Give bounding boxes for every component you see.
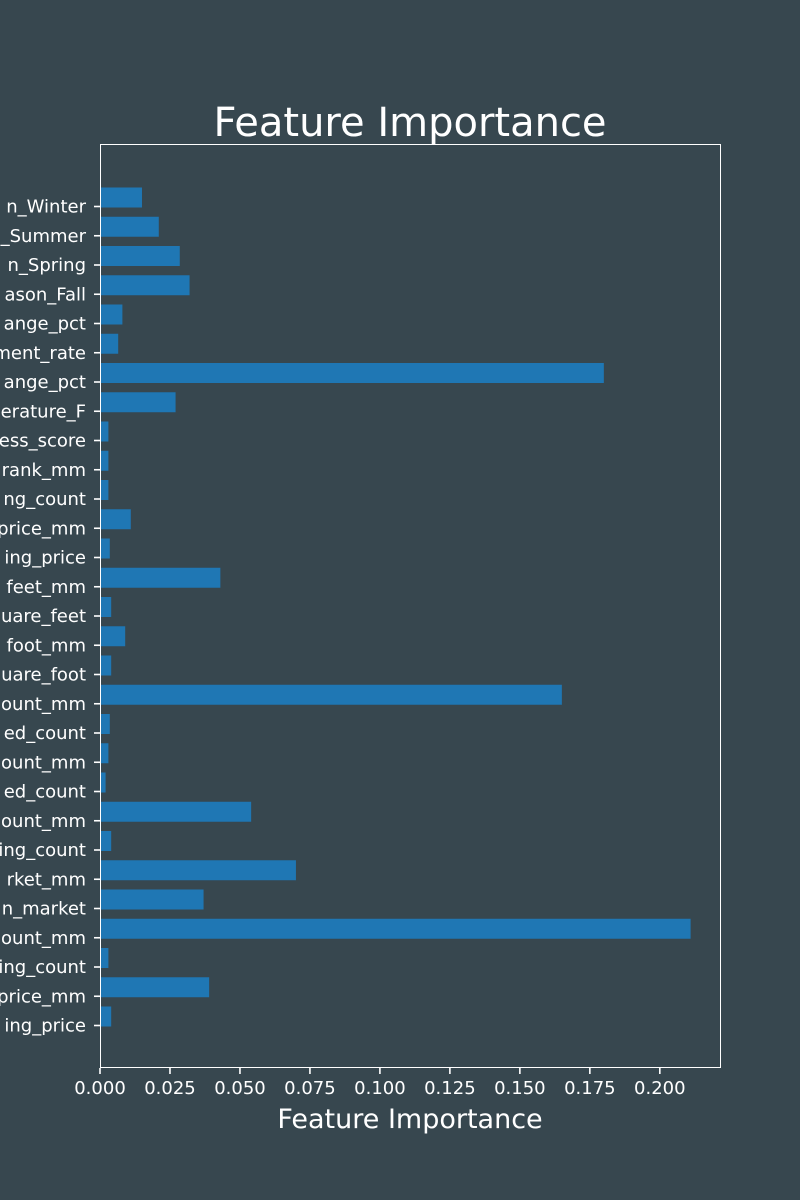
y-tick-label-28: n_Winter bbox=[6, 197, 86, 218]
bar-16 bbox=[100, 538, 110, 559]
bar-13 bbox=[100, 626, 126, 647]
bar-27 bbox=[100, 216, 159, 237]
bar-10 bbox=[100, 714, 110, 734]
x-tick-label-3: 0.075 bbox=[284, 1078, 336, 1099]
y-tick-label-25: ason_Fall bbox=[4, 284, 86, 305]
bar-11 bbox=[100, 684, 562, 705]
y-tick-label-15: feet_mm bbox=[6, 577, 86, 598]
x-tick-label-2: 0.050 bbox=[214, 1078, 266, 1099]
x-axis-ticks: 0.000 0.025 0.050 0.075 0.100 0.125 0.150 0.175… bbox=[74, 1068, 686, 1099]
bar-26 bbox=[100, 246, 180, 266]
y-tick-label-7: ount_mm bbox=[1, 811, 86, 832]
bars-group bbox=[100, 187, 691, 1027]
y-tick-label-17: price_mm bbox=[0, 518, 86, 539]
x-tick-label-8: 0.200 bbox=[634, 1078, 686, 1099]
bar-15 bbox=[100, 567, 221, 588]
bar-18 bbox=[100, 480, 109, 500]
y-tick-label-4: n_market bbox=[2, 899, 86, 920]
bar-6 bbox=[100, 831, 112, 851]
y-tick-label-27: _Summer bbox=[0, 226, 87, 247]
bar-2 bbox=[100, 948, 109, 968]
bar-0 bbox=[100, 1006, 112, 1027]
y-tick-label-21: erature_F bbox=[1, 401, 86, 422]
y-tick-label-16: ing_price bbox=[4, 548, 86, 569]
bar-17 bbox=[100, 509, 131, 530]
y-tick-label-22: ange_pct bbox=[4, 372, 86, 393]
y-tick-label-24: ange_pct bbox=[4, 314, 86, 335]
bar-24 bbox=[100, 304, 123, 325]
bar-22 bbox=[100, 363, 604, 383]
y-tick-label-20: ess_score bbox=[0, 431, 86, 452]
y-tick-label-8: ed_count bbox=[4, 782, 86, 803]
bar-4 bbox=[100, 889, 204, 910]
y-tick-label-23: ment_rate bbox=[0, 343, 86, 364]
bar-9 bbox=[100, 743, 109, 764]
y-tick-label-1: price_mm bbox=[0, 986, 86, 1007]
plot-frame bbox=[100, 144, 721, 1068]
y-tick-label-0: ing_price bbox=[4, 1016, 86, 1037]
bar-20 bbox=[100, 421, 109, 442]
bar-3 bbox=[100, 918, 691, 939]
y-tick-label-26: n_Spring bbox=[8, 255, 87, 276]
y-tick-label-11: ount_mm bbox=[1, 694, 86, 715]
x-tick-label-7: 0.175 bbox=[564, 1078, 616, 1099]
x-tick-label-4: 0.100 bbox=[354, 1078, 406, 1099]
bar-7 bbox=[100, 801, 252, 822]
y-tick-label-3: ount_mm bbox=[1, 928, 86, 949]
chart-title: Feature Importance bbox=[213, 100, 606, 146]
bar-12 bbox=[100, 655, 112, 676]
y-tick-label-9: ount_mm bbox=[1, 752, 86, 773]
bar-21 bbox=[100, 392, 176, 413]
bar-25 bbox=[100, 275, 190, 296]
bar-1 bbox=[100, 977, 210, 998]
bar-8 bbox=[100, 772, 106, 793]
y-tick-label-6: ing_count bbox=[0, 840, 86, 861]
y-tick-label-13: foot_mm bbox=[7, 635, 87, 656]
x-tick-label-0: 0.000 bbox=[74, 1078, 126, 1099]
x-tick-label-6: 0.150 bbox=[494, 1078, 546, 1099]
x-tick-label-1: 0.025 bbox=[144, 1078, 196, 1099]
y-tick-label-10: ed_count bbox=[4, 723, 86, 744]
bar-23 bbox=[100, 333, 119, 354]
y-tick-label-12: uare_foot bbox=[1, 665, 86, 686]
bar-28 bbox=[100, 187, 142, 208]
y-axis-ticks: ing_price price_mm ing_count ount_mm n_marke… bbox=[0, 197, 100, 1037]
y-tick-label-19: rank_mm bbox=[2, 460, 86, 481]
x-axis-label: Feature Importance bbox=[277, 1104, 542, 1135]
y-tick-label-18: ng_count bbox=[3, 489, 86, 510]
x-tick-label-5: 0.125 bbox=[424, 1078, 476, 1099]
bar-14 bbox=[100, 597, 112, 617]
y-tick-label-5: rket_mm bbox=[7, 869, 86, 890]
y-tick-label-14: uare_feet bbox=[1, 606, 86, 627]
y-tick-label-2: ing_count bbox=[0, 957, 86, 978]
bar-5 bbox=[100, 860, 296, 881]
bar-19 bbox=[100, 450, 109, 471]
